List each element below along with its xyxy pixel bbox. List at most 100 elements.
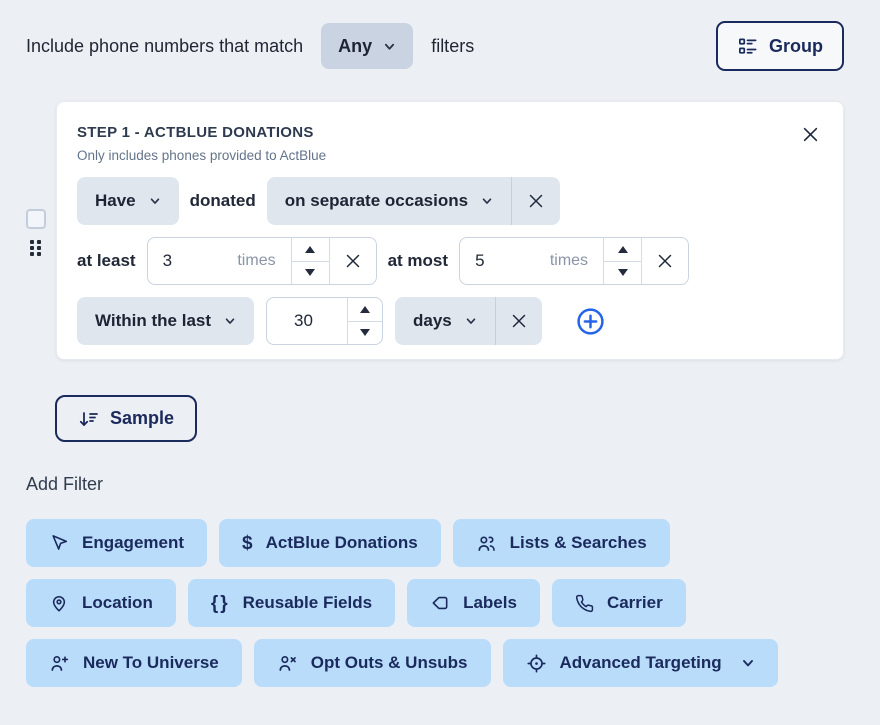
at-least-unit-label: times (237, 252, 276, 269)
stepper-down-button[interactable] (604, 262, 641, 285)
filter-button-labels[interactable]: Labels (407, 579, 540, 627)
within-value: 30 (294, 311, 313, 330)
map-pin-icon (49, 593, 69, 613)
chevron-down-icon (481, 195, 493, 207)
times-range-row: at least 3 times at (77, 237, 823, 285)
within-value-input[interactable]: 30 (267, 298, 347, 344)
unit-control: days (395, 297, 542, 345)
triangle-up-icon (617, 245, 628, 253)
triangle-up-icon (305, 245, 316, 253)
have-dropdown-value: Have (95, 191, 136, 210)
step-select-checkbox[interactable] (26, 209, 46, 229)
filter-button-engagement[interactable]: Engagement (26, 519, 208, 567)
at-most-label: at most (387, 251, 449, 270)
unit-dropdown[interactable]: days (395, 297, 495, 345)
sample-button[interactable]: Sample (55, 395, 198, 442)
filter-button-location[interactable]: Location (26, 579, 176, 627)
triangle-up-icon (360, 305, 371, 313)
step-card: STEP 1 - ACTBLUE DONATIONS Only includes… (56, 101, 844, 360)
at-most-unit-label: times (549, 252, 589, 269)
filter-button-opt-outs-unsubs[interactable]: Opt Outs & Unsubs (253, 639, 491, 687)
clear-occasions-button[interactable] (512, 177, 560, 225)
filter-button-lists-searches[interactable]: Lists & Searches (452, 519, 670, 567)
sample-button-label: Sample (110, 408, 175, 428)
at-least-label: at least (77, 251, 136, 270)
clear-time-window-button[interactable] (496, 297, 542, 345)
close-icon (657, 253, 673, 269)
target-icon (526, 653, 547, 674)
chevron-down-icon (741, 656, 755, 670)
occasions-dropdown[interactable]: on separate occasions (267, 177, 511, 225)
match-mode-value: Any (338, 35, 373, 56)
chevron-down-icon (224, 315, 236, 327)
filter-button-reusable-fields[interactable]: {} Reusable Fields (187, 579, 396, 627)
have-dropdown[interactable]: Have (77, 177, 179, 225)
at-most-control: 5 times (459, 237, 690, 285)
at-most-stepper (604, 238, 642, 285)
filter-button-new-to-universe[interactable]: New To Universe (26, 639, 242, 687)
within-stepper (348, 298, 383, 345)
plus-circle-icon (576, 307, 605, 336)
at-most-input[interactable]: 5 times (460, 238, 603, 284)
cursor-pointer-icon (49, 533, 69, 553)
chevron-down-icon (465, 315, 477, 327)
remove-step-button[interactable] (798, 122, 823, 147)
at-least-stepper (291, 238, 329, 285)
stepper-up-button[interactable] (292, 238, 329, 261)
stepper-up-button[interactable] (604, 238, 641, 261)
step-title: STEP 1 - ACTBLUE DONATIONS (77, 124, 314, 141)
match-mode-dropdown[interactable]: Any (321, 23, 414, 69)
phone-icon (575, 594, 594, 613)
at-least-value: 3 (162, 251, 173, 270)
within-value-control: 30 (266, 297, 384, 345)
close-icon (528, 193, 544, 209)
filter-button-carrier[interactable]: Carrier (551, 579, 686, 627)
drag-handle-icon[interactable] (28, 238, 43, 258)
within-dropdown[interactable]: Within the last (77, 297, 255, 345)
triangle-down-icon (360, 329, 371, 337)
occasions-control: on separate occasions (266, 177, 561, 225)
at-least-control: 3 times (146, 237, 377, 285)
tag-icon (430, 593, 450, 613)
close-icon (345, 253, 361, 269)
match-suffix-label: filters (431, 35, 475, 56)
dollar-icon: $ (242, 532, 253, 554)
triangle-down-icon (305, 269, 316, 277)
braces-icon: {} (210, 592, 230, 614)
at-least-input[interactable]: 3 times (148, 238, 291, 284)
add-condition-button[interactable] (576, 307, 605, 336)
filter-button-actblue-donations[interactable]: $ ActBlue Donations (219, 519, 441, 567)
chevron-down-icon (149, 195, 161, 207)
donation-condition-row: Have donated on separate occasions (77, 177, 823, 225)
step-card-header: STEP 1 - ACTBLUE DONATIONS Only includes… (77, 124, 823, 163)
add-filter-label: Add Filter (26, 474, 104, 494)
filter-step-area: STEP 1 - ACTBLUE DONATIONS Only includes… (0, 101, 880, 360)
person-x-icon (277, 653, 298, 674)
sort-descending-icon (78, 409, 98, 429)
at-most-value: 5 (475, 251, 485, 270)
stepper-up-button[interactable] (348, 298, 382, 321)
donated-label: donated (189, 191, 256, 210)
group-button[interactable]: Group (716, 21, 844, 71)
filter-button-advanced-targeting[interactable]: Advanced Targeting (502, 639, 778, 687)
stepper-down-button[interactable] (348, 322, 382, 345)
person-plus-icon (49, 653, 70, 674)
time-window-row: Within the last 30 days (77, 297, 823, 345)
match-mode-bar: Include phone numbers that match Any fil… (0, 0, 880, 71)
unit-dropdown-value: days (413, 311, 452, 330)
add-filter-buttons: Engagement $ ActBlue Donations Lists & S… (26, 519, 880, 687)
within-dropdown-value: Within the last (95, 311, 212, 330)
match-prefix-label: Include phone numbers that match (26, 35, 304, 56)
chevron-down-icon (383, 40, 396, 53)
clear-at-least-button[interactable] (330, 238, 376, 284)
close-icon (511, 313, 527, 329)
group-list-icon (737, 36, 758, 57)
stepper-down-button[interactable] (292, 262, 329, 285)
group-button-label: Group (769, 35, 823, 56)
occasions-dropdown-value: on separate occasions (284, 191, 469, 210)
triangle-down-icon (617, 269, 628, 277)
step-subtitle: Only includes phones provided to ActBlue (77, 148, 327, 163)
close-icon (802, 126, 819, 143)
people-icon (476, 533, 497, 554)
clear-at-most-button[interactable] (642, 238, 688, 284)
